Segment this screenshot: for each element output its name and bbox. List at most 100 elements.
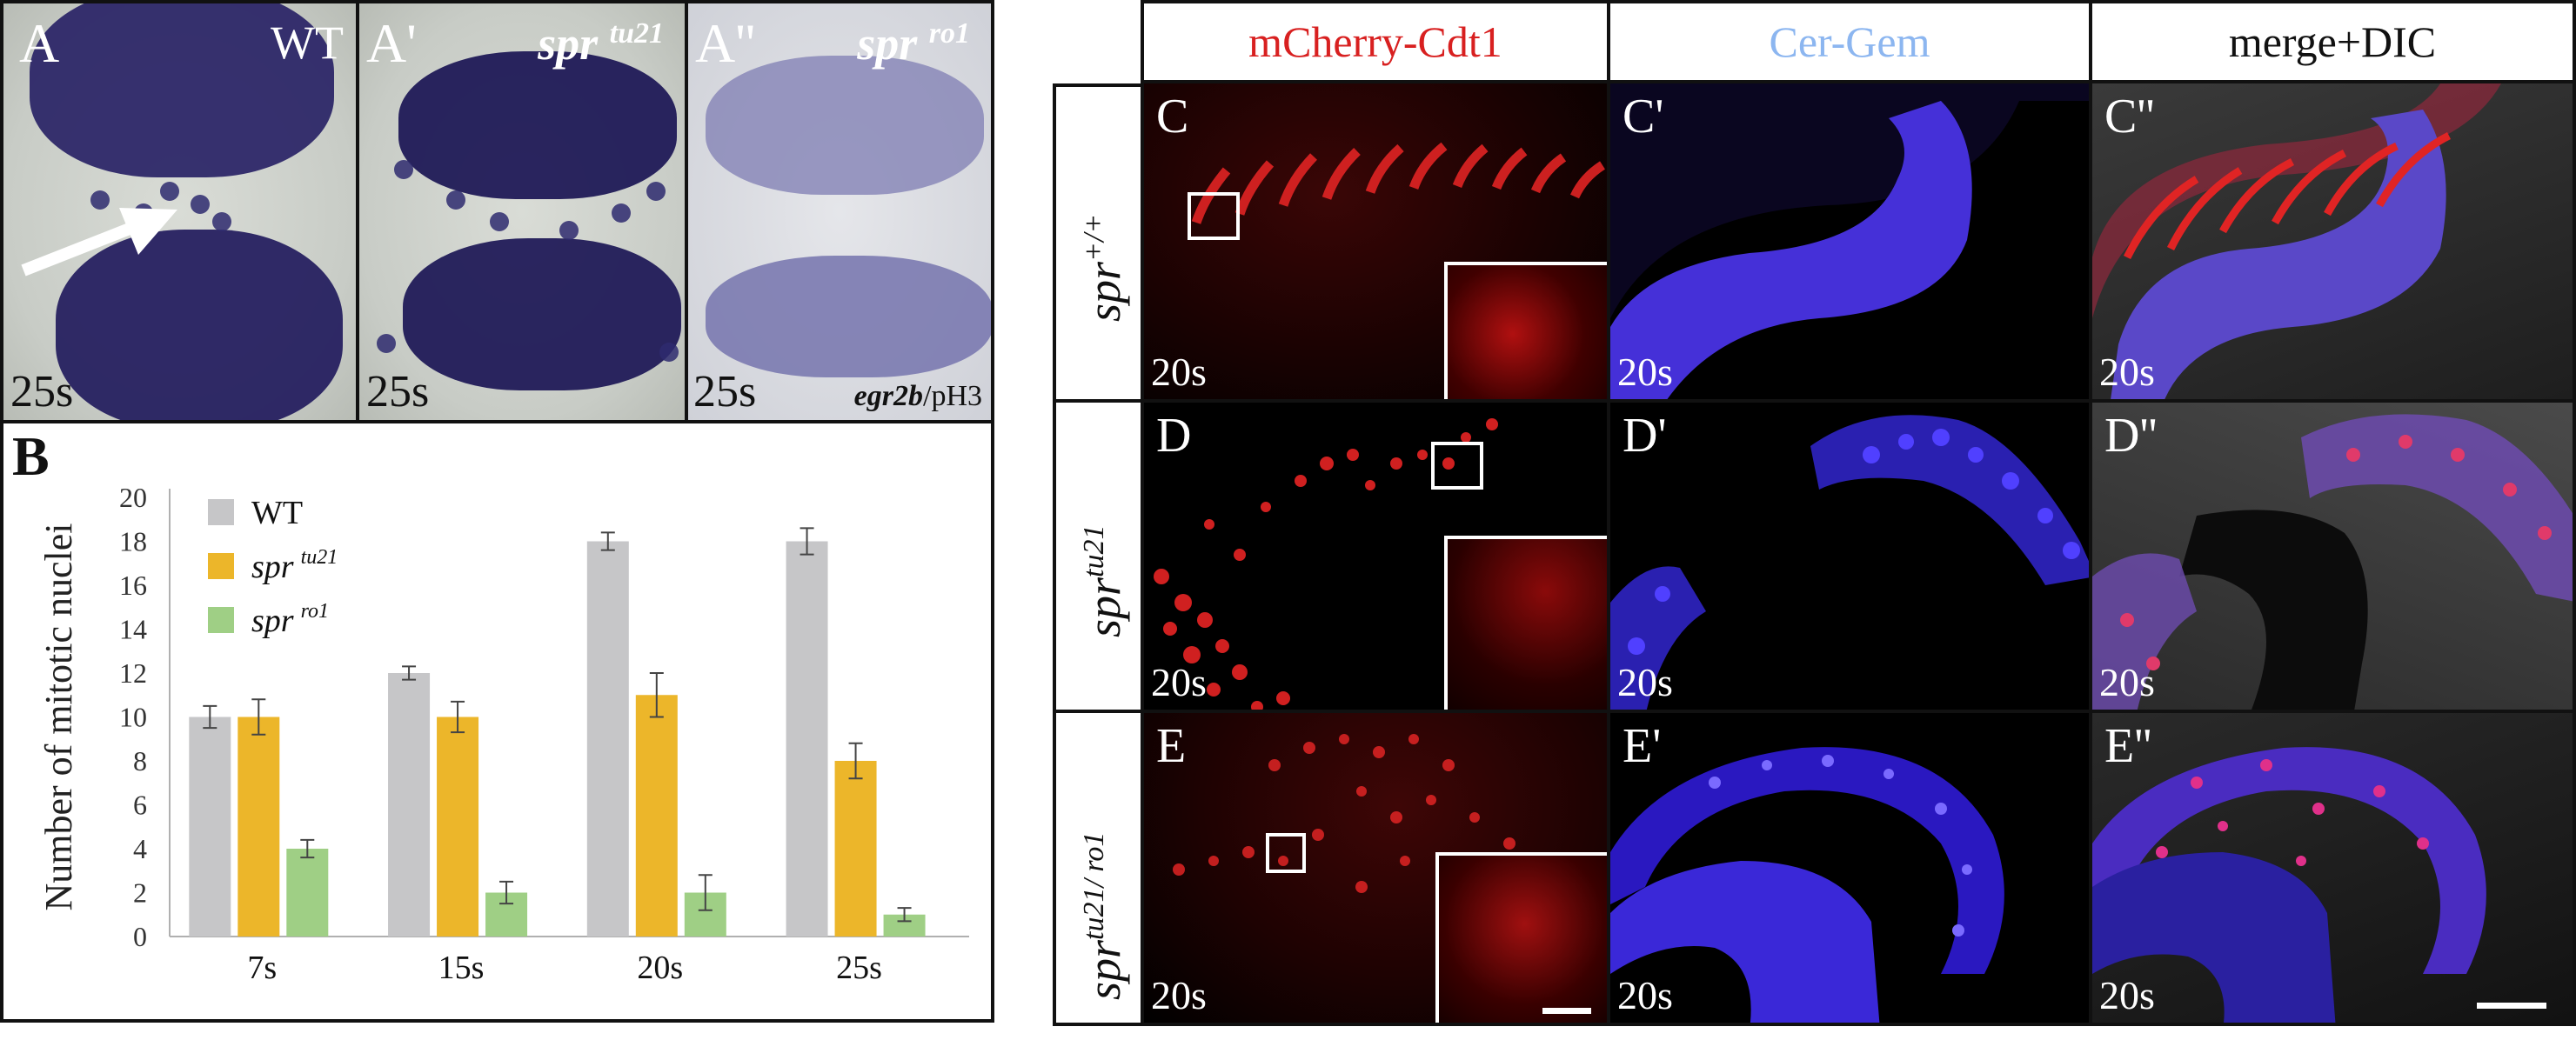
stage-label: 25s (366, 367, 430, 417)
panel-e: E 20s (1141, 710, 1610, 1026)
bar (238, 717, 280, 937)
stage-label: 20s (1151, 350, 1207, 394)
bar (388, 673, 431, 937)
y-tick-label: 18 (119, 526, 147, 557)
bar (189, 717, 231, 937)
panel-e-double-prime: E'' 20s (2089, 710, 2576, 1026)
bar (786, 541, 828, 937)
legend-label: WT (251, 495, 303, 531)
panel-d-double-prime: D'' 20s (2089, 399, 2576, 713)
allele-sup: ro1 (928, 17, 970, 50)
somite-stripes (1191, 142, 1606, 224)
panel-e-prime: E' 20s (1607, 710, 2092, 1026)
panel-c-double-prime: C'' 20s (2089, 80, 2576, 403)
stage-label: 20s (1151, 973, 1207, 1017)
bar (635, 695, 678, 937)
y-tick-label: 12 (119, 657, 147, 689)
panel-letter: A (19, 12, 60, 74)
genotype-label: WT (271, 17, 344, 69)
panel-c-prime: C' 20s (1607, 80, 2092, 403)
allele-sup: tu21/ ro1 (1078, 831, 1110, 940)
genotype-name: spr (857, 17, 918, 70)
panel-letter: C' (1623, 90, 1664, 143)
row-label-wt: spr+/+ (1053, 83, 1144, 403)
x-tick-label: 7s (247, 950, 277, 986)
column-header-gem: Cer-Gem (1607, 0, 2092, 83)
stage-label: 20s (1151, 660, 1207, 704)
panel-a-wt: A WT 25s (0, 0, 359, 423)
row-label-tu21-ro1: sprtu21/ ro1 (1053, 710, 1144, 1026)
panel-letter: D'' (2104, 409, 2158, 463)
panel-letter: E (1156, 719, 1187, 773)
allele-sup: tu21 (609, 17, 664, 50)
panel-c: C 20s (1141, 80, 1610, 403)
panel-d: D 20s (1141, 399, 1610, 713)
mitotic-nuclei-bar-chart: 0 2 4 6 8 10 12 14 16 18 20 Number of mitotic nucle… (37, 482, 969, 986)
legend-swatch (208, 607, 234, 633)
stage-label: 25s (693, 367, 757, 417)
bar (286, 849, 329, 937)
header-label: merge+DIC (2228, 17, 2437, 66)
panel-a-prime: A' spr tu21 25s (356, 0, 688, 423)
stage-label: 20s (1617, 660, 1673, 704)
y-tick-label: 6 (133, 790, 147, 821)
allele-sup: tu21 (1078, 524, 1110, 577)
column-header-cdt1: mCherry-Cdt1 (1141, 0, 1610, 83)
bar (437, 717, 479, 937)
genotype-label: spr tu21 (538, 17, 664, 70)
genotype-label: spr ro1 (857, 17, 970, 70)
stain-label: egr2b/pH3 (854, 382, 982, 411)
y-tick-label: 2 (133, 877, 147, 909)
stage-label: 20s (2099, 660, 2155, 704)
stain-gene: egr2b (853, 380, 923, 412)
panel-letter: B (12, 425, 50, 487)
panel-letter: E' (1623, 719, 1662, 773)
legend-swatch (208, 553, 234, 579)
y-tick-label: 4 (133, 833, 147, 864)
y-tick-label: 20 (119, 482, 147, 513)
scale-bar (1542, 1008, 1591, 1014)
bar (586, 541, 629, 937)
header-label: Cer-Gem (1769, 17, 1930, 66)
zoom-inset (1435, 852, 1607, 1023)
arrow-icon (21, 208, 177, 277)
genotype-name: spr (538, 17, 599, 70)
row-label-tu21: sprtu21 (1053, 399, 1144, 713)
zoom-inset (1444, 262, 1607, 399)
zoom-box (1188, 192, 1240, 240)
stage-label: 25s (10, 367, 74, 417)
panel-b: B 0 2 4 6 8 10 12 14 16 18 20 Number of mitotic nuc… (0, 420, 994, 1023)
zoom-box (1431, 442, 1483, 490)
genotype-name: spr (1078, 577, 1130, 637)
y-tick-label: 14 (119, 614, 147, 645)
x-tick-label: 15s (438, 950, 485, 986)
panel-letter: E'' (2104, 719, 2152, 773)
panel-letter: D (1156, 409, 1192, 463)
legend-label: spr ro1 (251, 600, 329, 639)
panel-d-prime: D' 20s (1607, 399, 2092, 713)
y-tick-label: 16 (119, 570, 147, 601)
header-label: mCherry-Cdt1 (1248, 17, 1502, 66)
panel-a-double-prime: A'' spr ro1 25s egr2b/pH3 (685, 0, 994, 423)
zoom-inset (1444, 536, 1607, 710)
panel-letter: A' (366, 12, 417, 74)
y-tick-label: 10 (119, 702, 147, 733)
genotype-name: spr (1078, 261, 1130, 322)
y-tick-label: 8 (133, 745, 147, 777)
panel-letter: D' (1623, 409, 1667, 463)
stage-label: 20s (2099, 350, 2155, 394)
y-tick-label: 0 (133, 921, 147, 952)
column-header-merge: merge+DIC (2089, 0, 2576, 83)
legend-swatch (208, 499, 234, 525)
bar (834, 761, 877, 937)
panel-letter: C (1156, 90, 1189, 143)
zoom-box (1266, 833, 1306, 873)
x-tick-label: 20s (637, 950, 683, 986)
stage-label: 20s (1617, 350, 1673, 394)
legend-label: spr tu21 (251, 546, 338, 585)
scale-bar (2477, 1003, 2546, 1009)
stage-label: 20s (2099, 973, 2155, 1017)
stage-label: 20s (1617, 973, 1673, 1017)
allele-sup: +/+ (1078, 213, 1110, 262)
stain-marker: /pH3 (923, 380, 982, 412)
